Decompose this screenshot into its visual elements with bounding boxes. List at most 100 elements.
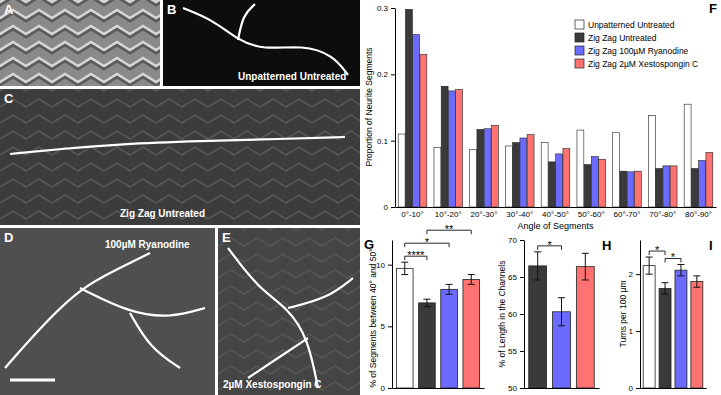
bar (648, 115, 655, 207)
neurite (228, 248, 318, 388)
bar (577, 130, 584, 207)
bar (699, 161, 706, 207)
error-bar (677, 264, 684, 275)
x-tick: 80°-90° (685, 210, 712, 219)
y-axis: 012 (629, 241, 641, 394)
pattern-ridge (218, 366, 360, 374)
pattern-ridge (0, 195, 360, 203)
bar (419, 303, 436, 388)
panel-label: Zig Zag Untreated (120, 208, 205, 219)
y-tick-label: 0 (384, 203, 389, 212)
y-tick-label: 0 (629, 384, 634, 393)
neurite (183, 8, 348, 75)
y-axis: 5055606570 (508, 236, 524, 393)
legend-entry: Zig Zag 100µM Ryanodine (575, 46, 689, 56)
bar (434, 147, 441, 207)
panel-letter: B (167, 2, 176, 17)
panel-letter: E (222, 230, 231, 245)
bar (477, 129, 484, 207)
y-axis-title: Proportion of Neurite Segments (364, 47, 374, 166)
legend-entry: Unpatterned Untreated (575, 20, 675, 30)
x-axis-title: Angle of Segments (517, 221, 594, 231)
panel-letter: A (4, 2, 14, 17)
plot-marks (529, 252, 594, 388)
image-panel: A (0, 0, 182, 101)
significance-label: **** (407, 249, 425, 261)
legend-entry: Zig Zag Untreated (575, 33, 657, 43)
pattern-ridge (218, 318, 360, 326)
x-tick-label: 80°-90° (685, 210, 712, 219)
significance-label: * (425, 236, 430, 248)
bar (484, 129, 491, 207)
y-tick-label: 0.3 (377, 4, 389, 13)
panel-letter: I (709, 238, 713, 253)
neurite (10, 137, 345, 154)
micrograph (0, 228, 215, 395)
legend-entry: Zig Zag 2µM Xestospongin C (575, 59, 698, 69)
bar (529, 266, 547, 388)
pattern-ridge (0, 42, 160, 50)
y-tick-mark (391, 74, 395, 75)
y-axis: 0510 (376, 241, 392, 394)
panel-label: Unpatterned Untreated (238, 71, 346, 82)
y-axis-title: % of Length in the Channels (497, 261, 507, 368)
y-tick: 0 (629, 384, 640, 393)
x-tick-label: 60°-70° (614, 210, 641, 219)
bar (599, 159, 606, 207)
y-tick-mark (391, 141, 395, 142)
bar (691, 282, 703, 388)
bar (563, 149, 570, 207)
legend-swatch (575, 20, 584, 29)
x-axis-line (525, 388, 600, 389)
micrograph-background (163, 0, 360, 86)
chart-panel: 00.10.20.30°-10°10°-20°20°-30°30°-40°40°… (364, 1, 717, 231)
bar (513, 143, 520, 207)
error-bar (423, 299, 430, 306)
legend-swatch (575, 46, 584, 55)
significance-label: * (671, 251, 676, 263)
figure: ABUnpatterned UntreatedCZig Zag Untreate… (0, 0, 721, 395)
y-tick: 5 (381, 322, 392, 331)
bar (613, 133, 620, 207)
pattern-ridge (0, 58, 160, 66)
y-tick: 0.1 (377, 137, 395, 146)
bar (520, 138, 527, 207)
pattern-ridge (218, 334, 360, 342)
bar (656, 169, 663, 207)
significance-label: * (547, 239, 552, 251)
bar (505, 146, 512, 207)
bar (456, 90, 463, 207)
y-tick: 0.2 (377, 70, 395, 79)
y-tick-mark (388, 388, 392, 389)
neurite (248, 338, 308, 378)
pattern-ridge (0, 99, 360, 107)
y-tick-mark (388, 326, 392, 327)
chart-panel: 0510% of Segments between 40° and 50°G**… (364, 223, 485, 393)
micrograph (0, 89, 360, 225)
bar (659, 288, 671, 388)
y-tick: 10 (376, 261, 392, 270)
chart-panel: 5055606570% of Length in the ChannelsH* (497, 236, 611, 393)
panel-label: 100µM Ryanodine (105, 239, 190, 250)
y-tick: 60 (508, 310, 524, 319)
significance: ** (649, 244, 681, 263)
significance: ******* (405, 223, 472, 261)
y-tick-label: 65 (508, 273, 517, 282)
x-tick-label: 30°-40° (506, 210, 533, 219)
y-tick-mark (520, 240, 524, 241)
bar (584, 165, 591, 207)
legend-label: Zig Zag 100µM Ryanodine (588, 46, 689, 56)
plot-marks (643, 257, 703, 388)
significance-label: * (655, 244, 660, 256)
image-panel: D100µM Ryanodine (0, 228, 215, 395)
y-tick: 2 (629, 270, 640, 279)
y-tick-mark (388, 265, 392, 266)
y-axis-line (640, 241, 641, 389)
y-tick: 70 (508, 236, 524, 245)
x-tick: 60°-70° (614, 210, 641, 219)
bar (470, 149, 477, 207)
x-tick: 50°-60° (578, 210, 605, 219)
neurite (80, 288, 205, 316)
legend-label: Unpatterned Untreated (588, 20, 675, 30)
y-tick: 0.3 (377, 4, 395, 13)
